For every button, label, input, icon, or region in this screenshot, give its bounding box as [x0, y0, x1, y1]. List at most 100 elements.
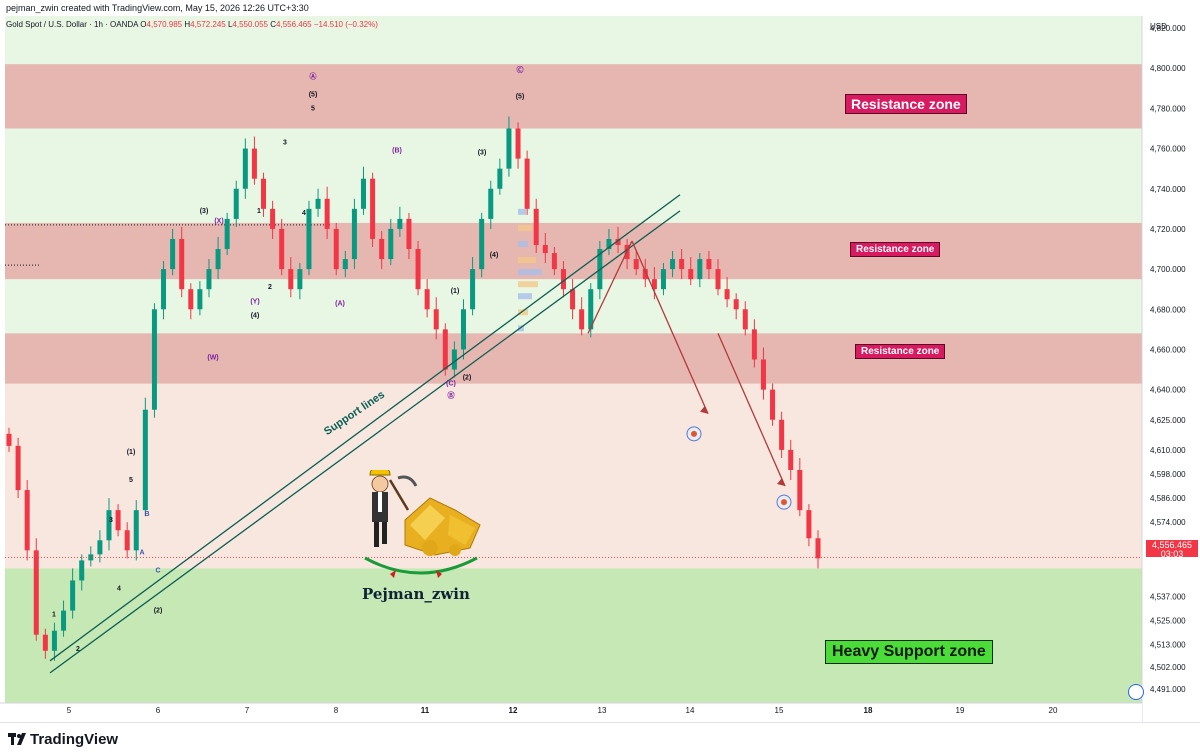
candle-body: [97, 540, 103, 555]
projection-arrow: [631, 240, 709, 414]
wave-label: 3: [109, 517, 113, 524]
candle-body: [588, 289, 594, 330]
lower-neutral-band: [5, 383, 1142, 569]
wave-label: B: [144, 511, 149, 518]
high-label: H: [184, 20, 191, 29]
candle-body: [242, 148, 248, 189]
candle-body: [361, 178, 367, 209]
wave-label: 5: [129, 477, 133, 484]
candle-body: [179, 238, 185, 290]
candle-body: [297, 269, 303, 290]
wave-label: 3: [283, 140, 287, 147]
candle-body: [415, 249, 421, 290]
candle-body: [570, 289, 576, 310]
candle-body: [406, 218, 412, 250]
open-label: O: [140, 20, 147, 29]
low-label: L: [227, 20, 233, 29]
current-price-value: 4,556.465: [1151, 540, 1193, 550]
candle-body: [660, 269, 666, 290]
price-tick-label: 4,537.000: [1150, 593, 1186, 602]
candle-body: [324, 198, 330, 229]
candle-body: [642, 269, 648, 280]
credit-text: pejman_zwin created with TradingView.com…: [6, 3, 309, 13]
candle-body: [651, 279, 657, 290]
zone-band-2: [5, 333, 1142, 384]
candle-body: [815, 538, 821, 559]
date-tick-label: 18: [864, 706, 873, 715]
candle-body: [61, 610, 67, 631]
candle-body: [706, 259, 712, 270]
wave-label: Ⓐ: [310, 71, 317, 80]
candle-body: [433, 309, 439, 330]
zone-band-1: [5, 222, 1142, 280]
date-tick-label: 5: [67, 706, 72, 715]
candle-body: [470, 269, 476, 310]
candle-body: [670, 259, 676, 270]
wave-label: (X): [214, 218, 223, 225]
candle-body: [251, 148, 257, 179]
date-tick-label: 14: [686, 706, 695, 715]
wave-label: 1: [257, 208, 261, 215]
candle-body: [742, 309, 748, 330]
wave-label: (A): [335, 300, 345, 307]
date-tick-label: 12: [509, 706, 518, 715]
wave-label: 5: [311, 105, 315, 112]
target-center-icon: [691, 430, 697, 437]
candle-body: [288, 269, 294, 290]
price-tick-label: 4,660.000: [1150, 345, 1186, 354]
candle-body: [751, 329, 757, 360]
date-tick-label: 8: [334, 706, 339, 715]
volume-profile-bar: [518, 293, 532, 300]
price-tick-label: 4,680.000: [1150, 305, 1186, 314]
wave-label: (3): [200, 208, 209, 215]
candle-body: [170, 238, 176, 270]
candle-body: [497, 168, 503, 189]
candle-body: [515, 128, 521, 159]
date-tick-label: 19: [956, 706, 965, 715]
candle-body: [579, 309, 585, 330]
candle-body: [551, 253, 557, 270]
flag-icon[interactable]: [1128, 684, 1144, 700]
price-tick-label: 4,720.000: [1150, 225, 1186, 234]
candle-body: [679, 259, 685, 270]
price-tick-label: 4,502.000: [1150, 663, 1186, 672]
wave-label: (5): [516, 93, 525, 100]
candle-body: [379, 238, 385, 260]
time-axis-background: [0, 703, 1142, 722]
wave-label: (5): [309, 91, 318, 98]
candle-body: [233, 188, 239, 219]
date-tick-label: 7: [245, 706, 250, 715]
zone-band-3: [5, 568, 1142, 703]
candle-body: [488, 188, 494, 219]
wave-label: (3): [478, 150, 487, 157]
candle-body: [770, 389, 776, 420]
price-tick-label: 4,610.000: [1150, 446, 1186, 455]
candle-body: [333, 228, 339, 270]
candle-body: [42, 634, 48, 651]
candle-body: [306, 208, 312, 270]
price-tick-label: 4,760.000: [1150, 145, 1186, 154]
price-axis-background: [1143, 0, 1200, 722]
candle-body: [797, 469, 803, 511]
resistance-zone-label-top: Resistance zone: [845, 94, 967, 114]
candle-body: [688, 269, 694, 280]
support-line-lower: [49, 210, 681, 674]
wave-label: 2: [76, 646, 80, 653]
projection-arrow: [587, 240, 633, 334]
price-tick-label: 4,598.000: [1150, 470, 1186, 479]
wave-label: A: [139, 549, 144, 556]
candle-body: [215, 249, 221, 270]
current-price-badge: 4,556.465 03:03: [1146, 540, 1198, 559]
price-tick-label: 4,800.000: [1150, 64, 1186, 73]
candle-body: [79, 560, 85, 581]
arrow-head: [777, 478, 785, 487]
candle-body: [715, 269, 721, 290]
gold-miner-icon: [364, 470, 481, 578]
candle-body: [197, 289, 203, 310]
price-chart[interactable]: 4,820.000 4,800.000 4,780.000 4,760.000 4,74…: [0, 0, 1200, 722]
volume-profile-bar: [518, 281, 538, 288]
close-label: C: [270, 20, 277, 29]
candle-body: [88, 554, 94, 561]
price-tick-label: 4,640.000: [1150, 386, 1186, 395]
candle-body: [70, 580, 76, 611]
